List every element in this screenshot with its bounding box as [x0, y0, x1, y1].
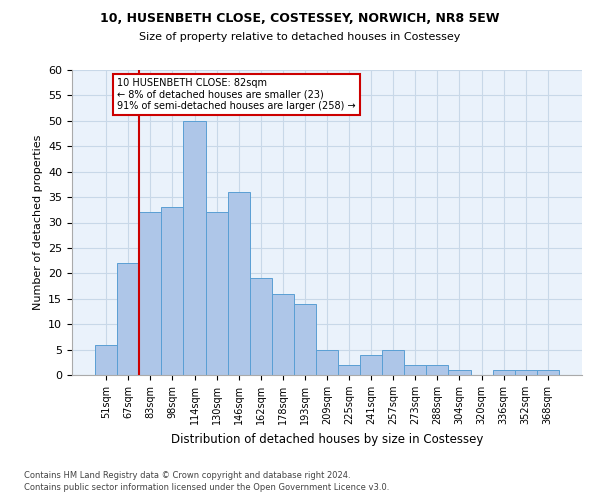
Bar [427, 365, 448, 375]
Bar [206, 212, 227, 375]
Bar [338, 365, 360, 375]
Bar [272, 294, 294, 375]
Bar [139, 212, 161, 375]
Bar [537, 370, 559, 375]
Text: 10, HUSENBETH CLOSE, COSTESSEY, NORWICH, NR8 5EW: 10, HUSENBETH CLOSE, COSTESSEY, NORWICH,… [100, 12, 500, 26]
Bar [515, 370, 537, 375]
Text: Size of property relative to detached houses in Costessey: Size of property relative to detached ho… [139, 32, 461, 42]
Bar [294, 304, 316, 375]
Bar [117, 263, 139, 375]
Bar [493, 370, 515, 375]
Text: 10 HUSENBETH CLOSE: 82sqm
← 8% of detached houses are smaller (23)
91% of semi-d: 10 HUSENBETH CLOSE: 82sqm ← 8% of detach… [117, 78, 356, 111]
Bar [227, 192, 250, 375]
Bar [448, 370, 470, 375]
Bar [360, 354, 382, 375]
Text: Contains public sector information licensed under the Open Government Licence v3: Contains public sector information licen… [24, 484, 389, 492]
Bar [382, 350, 404, 375]
Bar [95, 344, 117, 375]
Bar [316, 350, 338, 375]
Bar [161, 207, 184, 375]
Bar [184, 121, 206, 375]
Y-axis label: Number of detached properties: Number of detached properties [32, 135, 43, 310]
Bar [404, 365, 427, 375]
X-axis label: Distribution of detached houses by size in Costessey: Distribution of detached houses by size … [171, 432, 483, 446]
Text: Contains HM Land Registry data © Crown copyright and database right 2024.: Contains HM Land Registry data © Crown c… [24, 471, 350, 480]
Bar [250, 278, 272, 375]
